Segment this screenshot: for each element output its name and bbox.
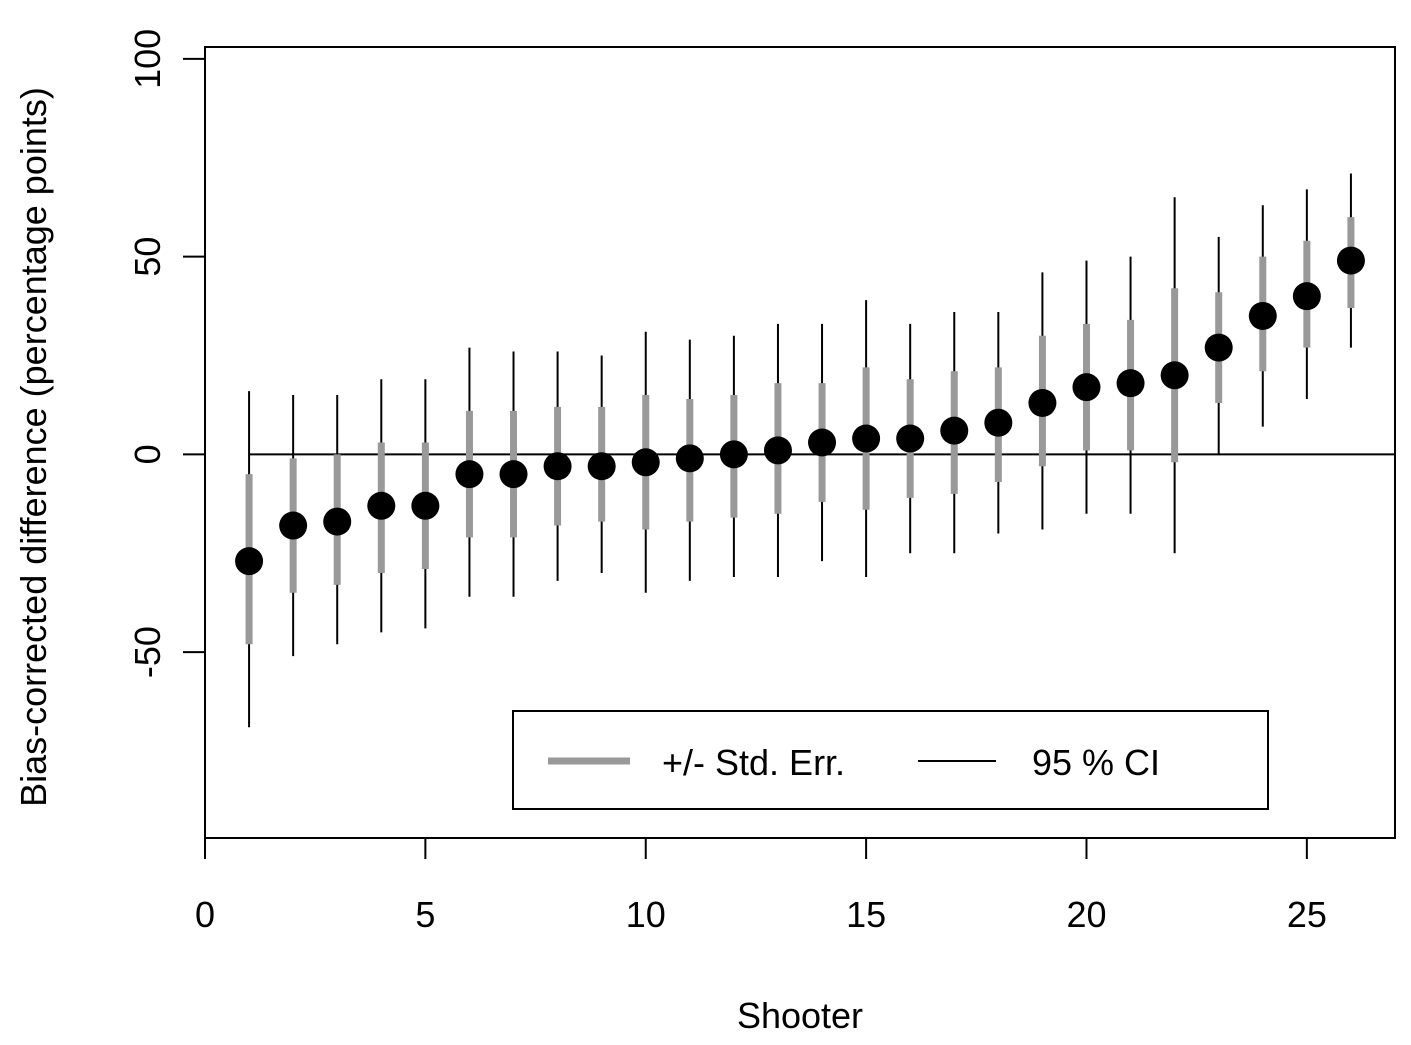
y-axis-label: Bias-corrected difference (percentage po… [13, 87, 54, 807]
se-bars-layer [245, 217, 1355, 645]
x-tick-label: 0 [195, 894, 215, 935]
ci-lines-layer [248, 173, 1352, 728]
data-point [1248, 301, 1277, 330]
data-point [1292, 282, 1321, 311]
y-axis: -50 0 50 100 [127, 29, 206, 678]
data-point [852, 424, 881, 453]
data-point [499, 460, 528, 489]
data-point [587, 452, 616, 481]
x-tick-label: 10 [626, 894, 666, 935]
x-axis: 0 5 10 15 20 25 [195, 837, 1327, 935]
data-point [1116, 369, 1145, 398]
data-point [1072, 373, 1101, 402]
data-point [543, 452, 572, 481]
data-point [675, 444, 704, 473]
data-point [1028, 388, 1057, 417]
data-point [323, 507, 352, 536]
data-point [984, 408, 1013, 437]
x-axis-label: Shooter [737, 995, 863, 1036]
legend-box [512, 710, 1269, 810]
y-tick-label: 0 [127, 444, 168, 464]
data-point [808, 428, 837, 457]
data-point [896, 424, 925, 453]
x-tick-label: 25 [1287, 894, 1327, 935]
y-tick-label: 100 [127, 29, 168, 89]
data-point [763, 436, 792, 465]
legend-ci-label: 95 % CI [1032, 742, 1160, 783]
data-point [631, 448, 660, 477]
data-point [279, 511, 308, 540]
x-tick-label: 5 [415, 894, 435, 935]
points-layer [235, 246, 1365, 576]
y-tick-label: -50 [127, 626, 168, 678]
x-tick-label: 15 [846, 894, 886, 935]
data-point [367, 491, 396, 520]
data-point [719, 440, 748, 469]
data-point [1160, 361, 1189, 390]
data-point [411, 491, 440, 520]
legend-se-label: +/- Std. Err. [662, 742, 845, 783]
y-tick-label: 50 [127, 237, 168, 277]
data-point [235, 547, 264, 576]
data-point [455, 460, 484, 489]
x-tick-label: 20 [1066, 894, 1106, 935]
data-point [1204, 333, 1233, 362]
data-point [940, 416, 969, 445]
legend: +/- Std. Err. 95 % CI [512, 710, 1269, 810]
data-point [1336, 246, 1365, 275]
